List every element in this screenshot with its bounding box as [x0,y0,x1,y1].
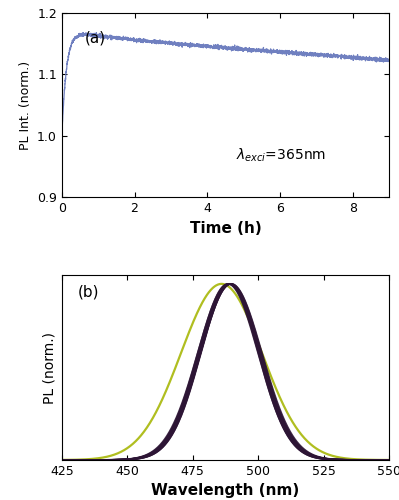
Text: (b): (b) [78,284,100,300]
Text: (a): (a) [85,31,106,46]
X-axis label: Wavelength (nm): Wavelength (nm) [151,484,300,498]
X-axis label: Time (h): Time (h) [190,221,261,236]
Y-axis label: PL Int. (norm.): PL Int. (norm.) [18,60,32,150]
Y-axis label: PL (norm.): PL (norm.) [42,332,56,404]
Text: $\lambda_{exci}$=365nm: $\lambda_{exci}$=365nm [236,146,326,164]
